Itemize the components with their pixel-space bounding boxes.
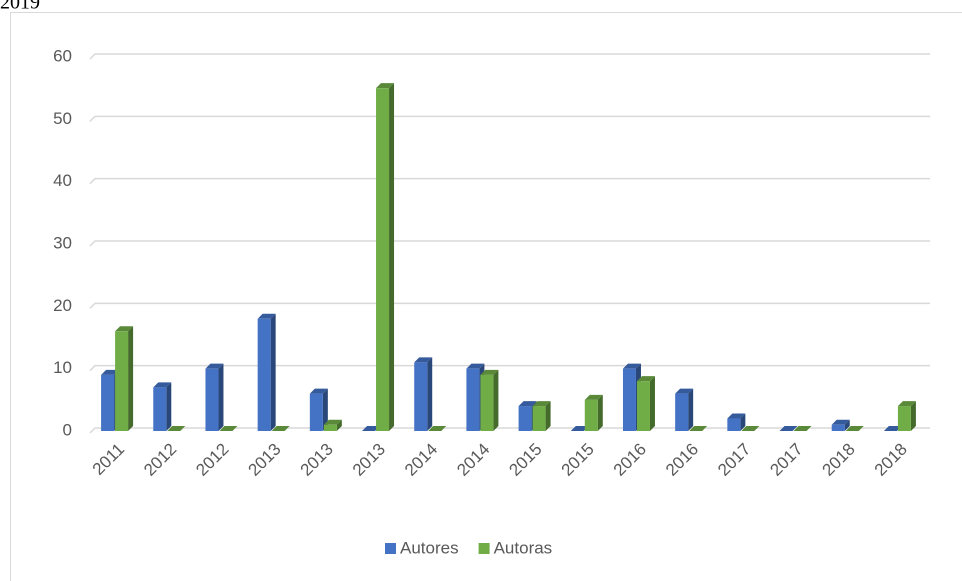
bar-top <box>323 419 342 425</box>
bar <box>518 406 532 431</box>
bar <box>897 406 911 431</box>
legend-swatch <box>385 543 396 554</box>
bar-top <box>845 426 864 431</box>
bar-side <box>688 388 694 431</box>
bar-top <box>622 363 641 369</box>
bar <box>205 368 219 431</box>
bar <box>532 406 546 431</box>
bar-top <box>480 369 499 375</box>
bar-side <box>322 388 328 431</box>
legend-label: Autoras <box>494 538 553 557</box>
bar-top <box>883 426 902 431</box>
bar-side <box>336 419 342 431</box>
y-tick-label: 40 <box>53 171 72 190</box>
bar <box>257 318 271 431</box>
bar-top <box>153 382 172 388</box>
bar <box>584 399 598 431</box>
bar <box>101 374 115 431</box>
bar-side <box>545 401 551 431</box>
bar-top <box>793 426 812 431</box>
bar-side <box>218 363 224 431</box>
bar <box>153 387 167 431</box>
bar-side <box>597 394 603 431</box>
bar <box>622 368 636 431</box>
bar-top <box>101 369 120 375</box>
bar-top <box>779 426 798 431</box>
bar-top <box>257 313 276 319</box>
bar-top <box>831 419 850 425</box>
grid-line <box>89 177 930 185</box>
bar-top <box>414 357 433 363</box>
bar-top <box>466 363 485 369</box>
bar-top <box>115 326 134 332</box>
chart-border <box>10 12 962 581</box>
bar <box>466 368 480 431</box>
bar-top <box>897 401 916 407</box>
bar <box>323 424 337 431</box>
grid-line <box>89 240 930 247</box>
bar-top <box>362 426 381 431</box>
bar-top <box>219 426 238 431</box>
bar-top <box>518 401 537 407</box>
bar-side <box>128 326 134 431</box>
bar-top <box>271 426 290 431</box>
bar-top <box>167 426 186 431</box>
bar-top <box>532 401 551 407</box>
bar-side <box>910 401 916 431</box>
y-tick-label: 60 <box>53 46 72 65</box>
legend-swatch <box>478 543 490 554</box>
bar <box>480 374 494 431</box>
bar <box>414 362 428 431</box>
bar <box>675 393 689 431</box>
y-tick-label: 50 <box>53 109 72 128</box>
bar-top <box>675 388 694 394</box>
grid-line <box>89 115 930 122</box>
y-tick-label: 10 <box>53 358 72 377</box>
y-tick-label: 20 <box>53 296 72 315</box>
bar-top <box>689 426 708 431</box>
bar-top <box>309 388 328 394</box>
bar-side <box>389 83 395 432</box>
bar-top <box>636 376 655 382</box>
bar-side <box>427 357 433 431</box>
y-tick-label: 0 <box>63 420 72 439</box>
grid-line <box>89 364 930 372</box>
bar-side <box>844 419 850 431</box>
bar-top <box>584 394 603 400</box>
bar-top <box>741 426 760 431</box>
y-tick-label: 30 <box>53 233 72 252</box>
bar-side <box>493 369 499 431</box>
bar-side <box>166 382 172 431</box>
bar-top <box>727 413 746 419</box>
bar-side <box>740 413 746 431</box>
bar-top <box>570 426 589 431</box>
bar-top <box>428 426 447 431</box>
bar <box>636 381 650 431</box>
bar <box>309 393 323 431</box>
bar <box>115 331 129 431</box>
grid-line <box>89 302 930 309</box>
caption: 2019 <box>0 0 40 14</box>
bar <box>831 424 845 431</box>
legend-label: Autores <box>400 538 459 557</box>
bar <box>376 88 390 432</box>
bar-top <box>376 83 395 89</box>
bar-side <box>649 376 655 431</box>
grid-line <box>89 53 930 60</box>
bar-side <box>270 313 276 431</box>
bar <box>727 418 741 431</box>
bar-top <box>205 363 224 369</box>
